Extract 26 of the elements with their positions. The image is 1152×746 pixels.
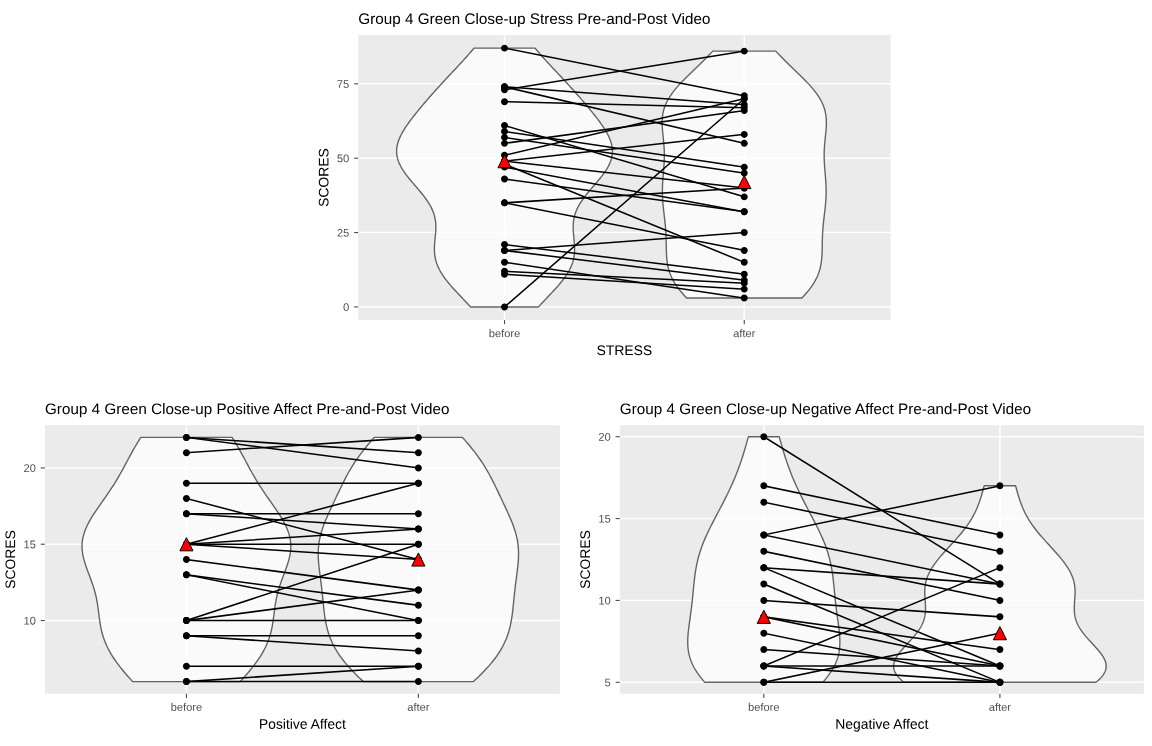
x-tick-label: before <box>171 702 202 711</box>
x-tick-label: before <box>489 329 520 338</box>
y-tick-label: 25 <box>337 228 349 237</box>
y-tick-label: 75 <box>337 80 349 88</box>
y-tick-label: 20 <box>24 464 36 473</box>
y-tick-label: 15 <box>599 514 611 523</box>
x-axis-title: STRESS <box>597 345 652 356</box>
y-axis-title: SCORES <box>5 530 16 589</box>
y-tick-label: 10 <box>24 616 36 625</box>
chart-title: Group 4 Green Close-up Negative Affect Pre-and-Post Video <box>620 403 1031 418</box>
y-tick-label: 10 <box>599 596 611 605</box>
y-tick-label: 15 <box>24 540 36 549</box>
x-tick-label: before <box>748 702 780 711</box>
y-tick-label: 0 <box>343 303 349 312</box>
x-tick-label: after <box>407 702 430 711</box>
y-tick-label: 50 <box>337 154 349 163</box>
x-axis-title: Positive Affect <box>260 718 346 729</box>
y-axis-title: SCORES <box>580 530 591 589</box>
y-tick-label: 20 <box>598 432 611 441</box>
x-axis-title: Negative Affect <box>836 718 929 732</box>
chart-title: Group 4 Green Close-up Stress Pre-and-Post Video <box>359 12 710 28</box>
chart-title: Group 4 Green Close-up Positive Affect Pre-and-Post Video <box>45 403 449 418</box>
y-tick-label: 5 <box>605 678 611 687</box>
y-axis-title: SCORES <box>318 148 329 207</box>
x-tick-label: after <box>733 329 756 338</box>
x-tick-label: after <box>989 702 1011 711</box>
